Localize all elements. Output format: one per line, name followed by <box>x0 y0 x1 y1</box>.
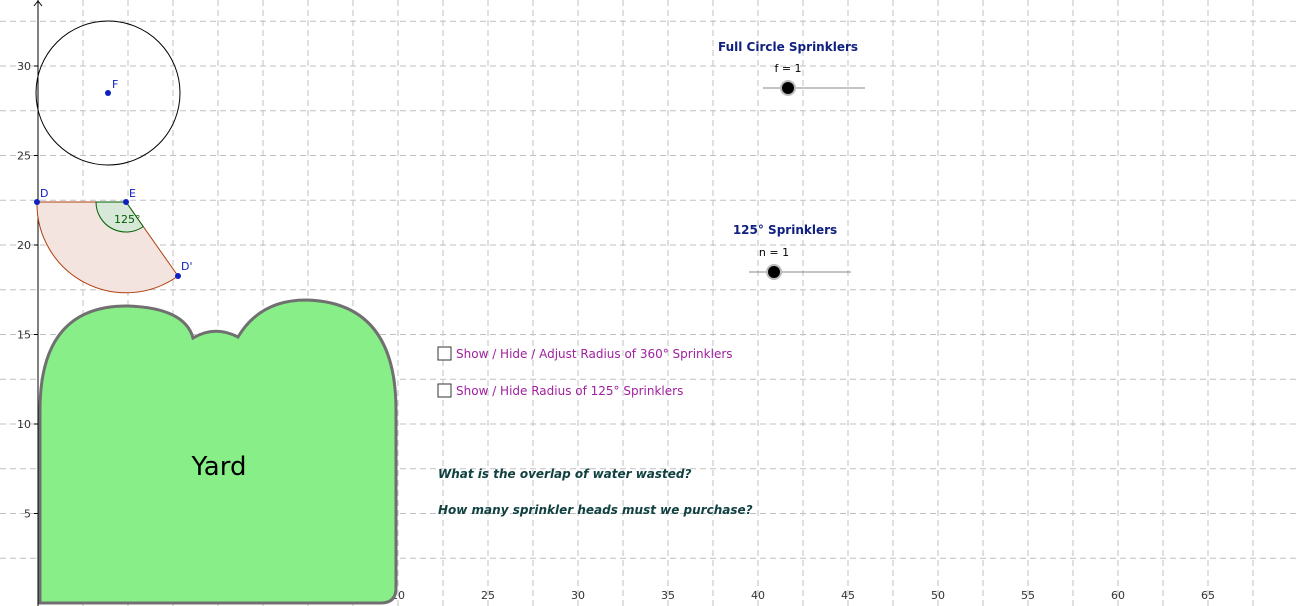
slider-title: 125° Sprinklers <box>733 223 837 237</box>
point-label: F <box>112 78 118 91</box>
y-axis-arrow <box>33 0 43 7</box>
y-tick-label: 15 <box>17 329 31 342</box>
y-tick-label: 5 <box>24 508 31 521</box>
point <box>175 273 181 279</box>
checkbox-label[interactable]: Show / Hide / Adjust Radius of 360° Spri… <box>456 347 733 361</box>
checkbox-label[interactable]: Show / Hide Radius of 125° Sprinklers <box>456 384 683 398</box>
checkbox[interactable] <box>437 383 452 398</box>
x-tick-label: 60 <box>1111 589 1125 602</box>
x-tick-label: 40 <box>751 589 765 602</box>
angle-label: 125° <box>114 213 141 226</box>
question: What is the overlap of water wasted? <box>438 467 692 481</box>
y-tick-label: 25 <box>17 150 31 163</box>
x-tick-label: 35 <box>661 589 675 602</box>
slider-title: Full Circle Sprinklers <box>718 40 858 54</box>
yard-label: Yard <box>191 452 247 482</box>
point <box>34 199 40 205</box>
slider-label: f = 1 <box>774 62 801 75</box>
y-tick-label: 10 <box>17 418 31 431</box>
sector <box>36 201 179 294</box>
angle-arc <box>95 201 144 233</box>
point-label: D <box>40 187 48 200</box>
sprinkler-circle <box>35 20 181 166</box>
x-tick-label: 45 <box>841 589 855 602</box>
slider-knob-center[interactable] <box>782 82 794 94</box>
y-tick-label: 30 <box>17 60 31 73</box>
x-tick-label: 30 <box>571 589 585 602</box>
checkbox[interactable] <box>437 346 452 361</box>
point-label: E <box>129 187 136 200</box>
x-tick-label: 25 <box>481 589 495 602</box>
question: How many sprinkler heads must we purchas… <box>438 503 753 517</box>
x-tick-label: 65 <box>1201 589 1215 602</box>
point-label: D' <box>181 260 193 273</box>
x-tick-label: 50 <box>931 589 945 602</box>
point <box>123 199 129 205</box>
y-tick-label: 20 <box>17 239 31 252</box>
x-tick-label: 55 <box>1021 589 1035 602</box>
slider-knob-center[interactable] <box>768 266 780 278</box>
slider-label: n = 1 <box>759 246 789 259</box>
point <box>105 90 111 96</box>
yard-region <box>38 298 398 605</box>
